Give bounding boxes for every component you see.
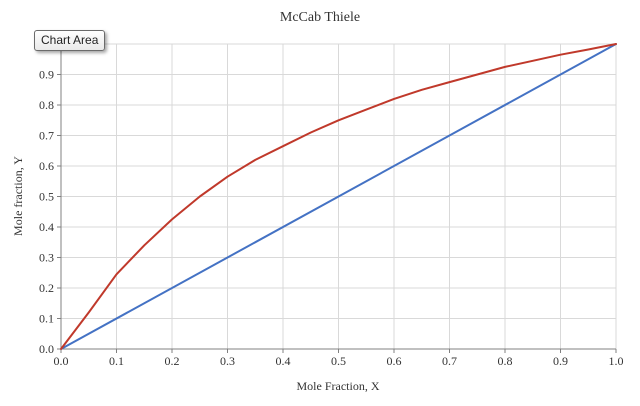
y-tick-label: 0.8 (39, 98, 54, 112)
x-tick-label: 0.2 (165, 354, 180, 368)
y-tick-label: 0.5 (39, 190, 54, 204)
x-tick-label: 0.4 (276, 354, 291, 368)
x-tick-label: 0.6 (387, 354, 402, 368)
y-tick-label: 0.2 (39, 281, 54, 295)
x-tick-label: 0.8 (498, 354, 513, 368)
y-tick-label: 0.9 (39, 68, 54, 82)
chart-area-tooltip: Chart Area (34, 30, 106, 51)
x-tick-label: 0.7 (442, 354, 457, 368)
equilibrium-curve-series (60, 43, 617, 350)
y-tick-label: 0.7 (39, 129, 54, 143)
y-tick-label: 0.0 (39, 342, 54, 356)
x-tick-label: 1.0 (609, 354, 624, 368)
y-tick-label: 0.4 (39, 220, 54, 234)
x-axis-label: Mole Fraction, X (297, 379, 380, 393)
x-tick-label: 0.0 (54, 354, 69, 368)
x-tick-label: 0.5 (331, 354, 346, 368)
y-tick-label: 0.6 (39, 159, 54, 173)
y-tick-label: 0.1 (39, 312, 54, 326)
series-lines (60, 43, 617, 350)
y-tick-labels: 0.0 0.1 0.2 0.3 0.4 0.5 0.6 0.7 0.8 0.9 (39, 68, 54, 357)
chart-title: McCab Thiele (280, 10, 360, 25)
diagonal-line-series (60, 43, 617, 350)
y-tick-label: 0.3 (39, 251, 54, 265)
x-tick-labels: 0.0 0.1 0.2 0.3 0.4 0.5 0.6 0.7 0.8 0.9 1.0 (54, 354, 624, 368)
y-axis-label: Mole fraction, Y (11, 156, 25, 236)
x-tick-label: 0.1 (109, 354, 124, 368)
axes (57, 44, 617, 353)
x-tick-label: 0.3 (220, 354, 235, 368)
x-tick-label: 0.9 (553, 354, 568, 368)
